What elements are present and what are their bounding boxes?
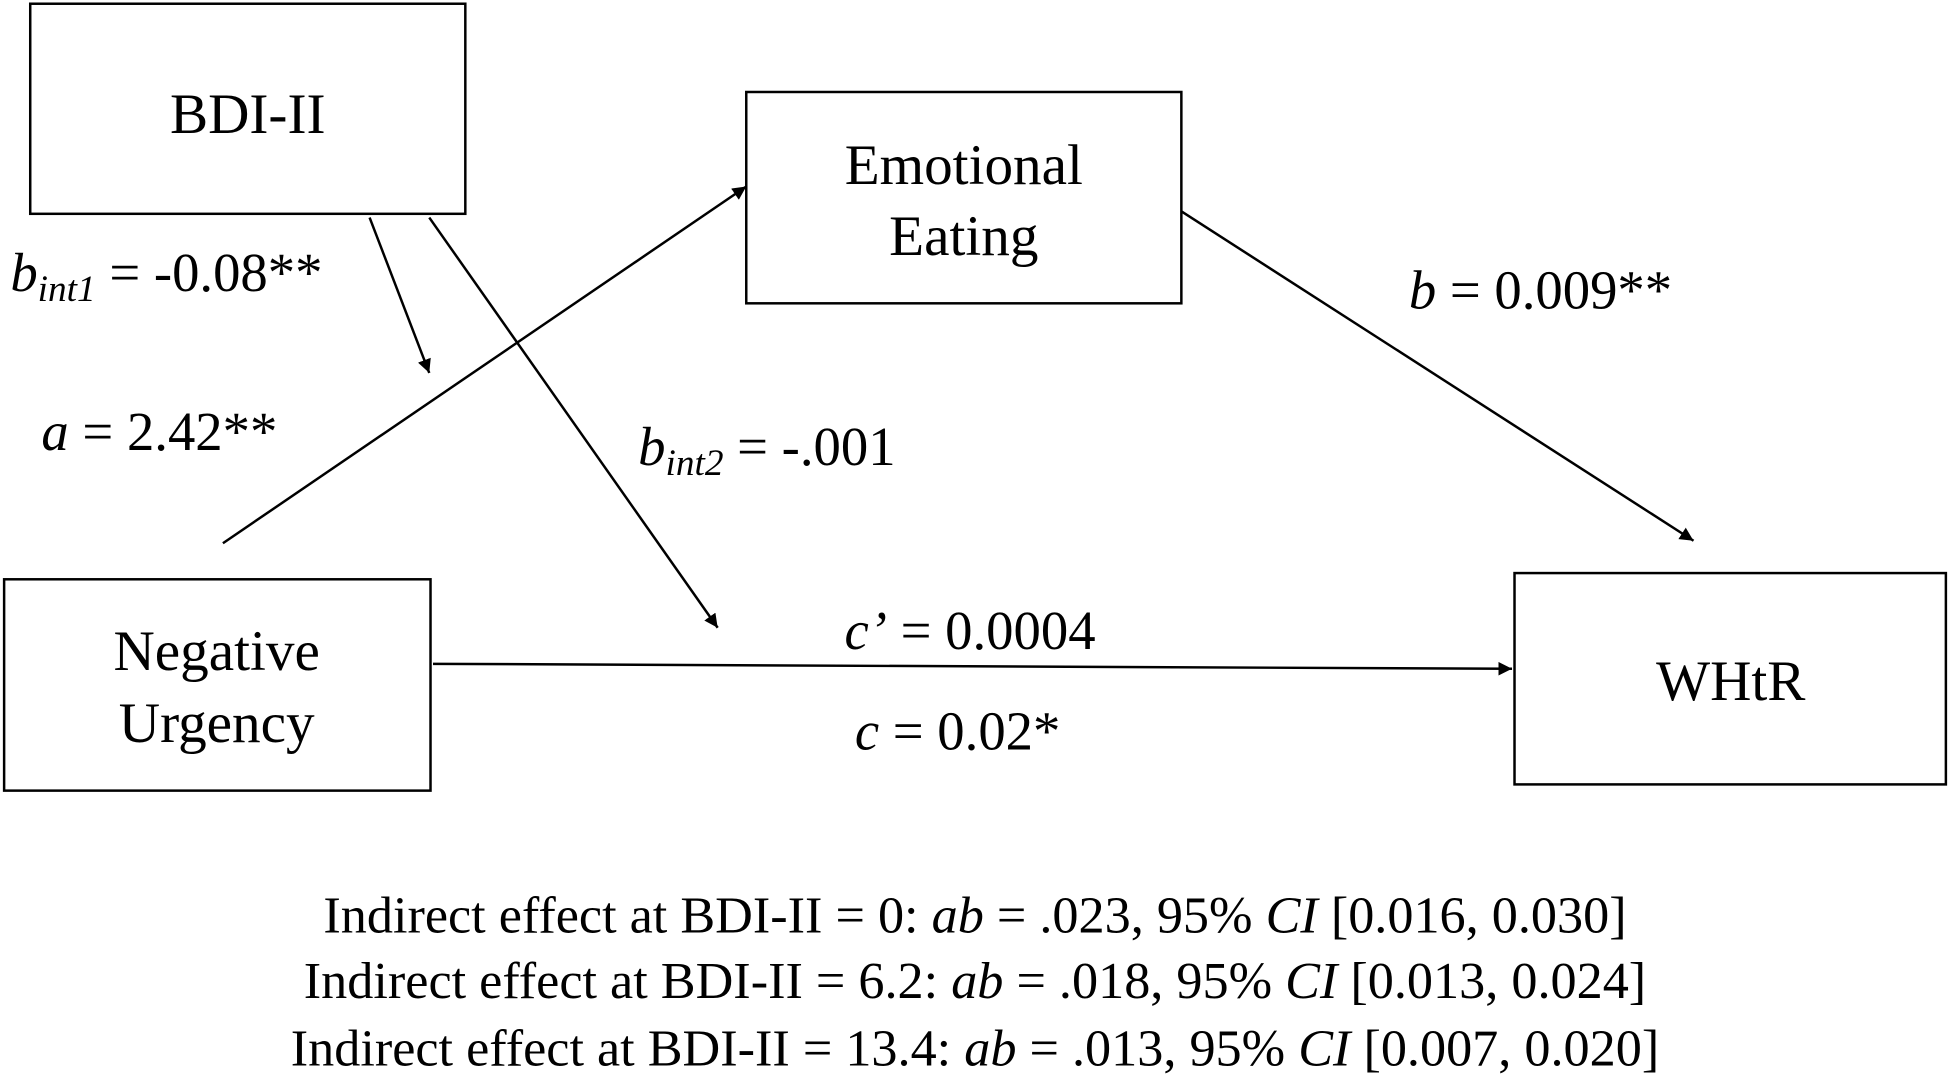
path-label: bint1 = -0.08** [10, 242, 322, 310]
path-label: bint2 = -.001 [638, 416, 895, 484]
footer-part: CI [1266, 886, 1321, 944]
node-label: Eating [889, 205, 1038, 268]
label-part: c [855, 701, 879, 762]
label-part: = -.001 [723, 416, 895, 477]
footer: Indirect effect at BDI-II = 0: ab = .023… [291, 886, 1660, 1077]
label-part: = 0.009** [1436, 259, 1672, 320]
arrow-b [1180, 210, 1695, 542]
footer-part: ab [951, 952, 1003, 1010]
footer-part: Indirect effect at BDI-II = 13.4: [291, 1019, 965, 1077]
arrow-bint1 [368, 217, 431, 374]
path-label: b = 0.009** [1409, 259, 1672, 320]
path-label: c’ = 0.0004 [844, 600, 1095, 661]
footer-line: Indirect effect at BDI-II = 6.2: ab = .0… [304, 952, 1646, 1010]
node-label: Urgency [119, 692, 315, 755]
footer-part: Indirect effect at BDI-II = 6.2: [304, 952, 951, 1010]
arrow-a [222, 185, 747, 545]
footer-line: Indirect effect at BDI-II = 0: ab = .023… [323, 886, 1626, 944]
footer-part: = .013, 95% [1016, 1019, 1298, 1077]
footer-part: [0.007, 0.020] [1350, 1019, 1659, 1077]
node-label: WHtR [1656, 650, 1806, 713]
footer-part: = .018, 95% [1003, 952, 1285, 1010]
footer-part: CI [1298, 1019, 1353, 1077]
footer-part: CI [1285, 952, 1340, 1010]
label-part: = 0.0004 [887, 600, 1096, 661]
path-label: a = 2.42** [41, 401, 277, 462]
label-part: c’ [844, 600, 886, 661]
box-whtr [1513, 571, 1948, 786]
label-part: int1 [38, 269, 96, 310]
box-negative-urgency [2, 578, 432, 792]
box-emotional-eating [745, 90, 1183, 305]
footer-part: ab [964, 1019, 1016, 1077]
label-part: = -0.08** [96, 242, 323, 303]
footer-part: [0.016, 0.030] [1318, 886, 1627, 944]
footer-line: Indirect effect at BDI-II = 13.4: ab = .… [291, 1019, 1660, 1077]
label-part: b [1409, 259, 1436, 320]
footer-part: = .023, 95% [984, 886, 1266, 944]
arrow-c [432, 661, 1513, 676]
label-part: = 2.42** [69, 401, 278, 462]
box-bdi [28, 2, 467, 216]
node-label: Emotional [845, 134, 1083, 197]
arrow-bint2 [428, 216, 719, 629]
label-part: int2 [665, 443, 723, 484]
node-label: BDI-II [170, 83, 326, 146]
label-part: = 0.02* [879, 701, 1060, 762]
footer-part: [0.013, 0.024] [1337, 952, 1646, 1010]
label-part: a [41, 401, 68, 462]
footer-part: ab [932, 886, 984, 944]
label-part: b [638, 416, 665, 477]
label-part: b [10, 242, 37, 303]
footer-part: Indirect effect at BDI-II = 0: [323, 886, 931, 944]
node-label: Negative [114, 620, 320, 683]
path-label: c = 0.02* [855, 701, 1061, 762]
